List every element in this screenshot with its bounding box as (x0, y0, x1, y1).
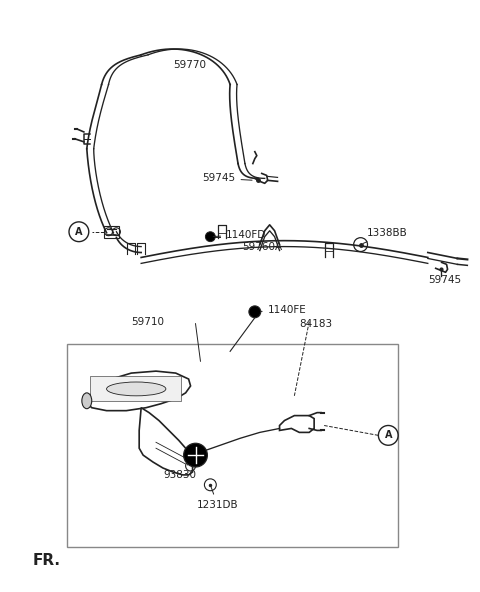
Polygon shape (87, 371, 191, 411)
Circle shape (249, 306, 261, 318)
Bar (67, 345, 398, 547)
Ellipse shape (107, 382, 166, 396)
Text: 84183: 84183 (300, 318, 333, 329)
Polygon shape (279, 416, 314, 432)
Text: A: A (75, 227, 83, 237)
Text: 59745: 59745 (203, 173, 252, 184)
Text: 59770: 59770 (173, 60, 206, 70)
Polygon shape (90, 376, 180, 401)
Polygon shape (139, 408, 192, 475)
Text: 59745: 59745 (428, 269, 461, 285)
Circle shape (205, 231, 216, 242)
Bar (104, 226, 120, 237)
Ellipse shape (82, 393, 92, 408)
Text: 59710: 59710 (131, 317, 164, 327)
Text: A: A (384, 430, 392, 440)
Text: 1140FE: 1140FE (258, 305, 306, 315)
Text: 59760A: 59760A (242, 242, 282, 252)
Text: FR.: FR. (33, 554, 60, 568)
Text: 1140FD: 1140FD (213, 230, 266, 240)
Text: 93830: 93830 (163, 457, 196, 480)
Text: 1338BB: 1338BB (363, 228, 407, 243)
Circle shape (184, 443, 207, 467)
Text: 1231DB: 1231DB (196, 487, 238, 510)
